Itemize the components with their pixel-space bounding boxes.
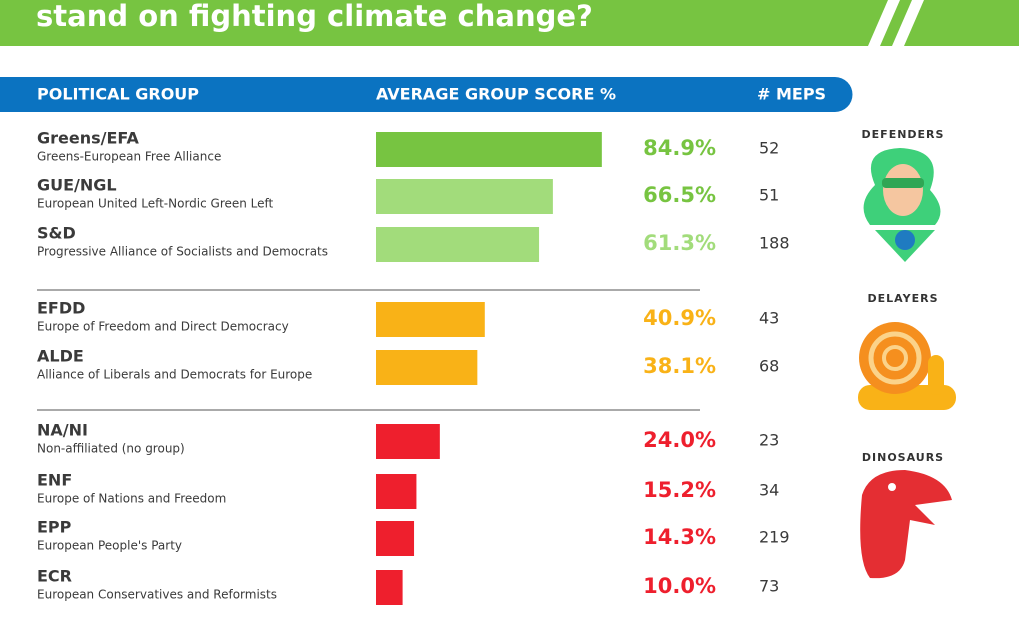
title: stand on fighting climate change? — [36, 0, 593, 33]
bar — [376, 227, 540, 262]
score-label: 38.1% — [643, 354, 716, 378]
header-bar — [0, 77, 853, 112]
score-label: 15.2% — [643, 478, 716, 502]
score-label: 14.3% — [643, 525, 716, 549]
meps: 34 — [759, 481, 779, 500]
group-label: DELAYERS — [868, 292, 939, 305]
group-description: Progressive Alliance of Socialists and D… — [37, 245, 328, 259]
stripe — [868, 0, 900, 46]
score-label: 66.5% — [643, 183, 716, 207]
meps: 23 — [759, 431, 779, 450]
score-label: 84.9% — [643, 136, 716, 160]
group-description: European Conservatives and Reformists — [37, 588, 277, 602]
bar — [376, 132, 602, 167]
group-name: NA/NI — [37, 421, 88, 440]
dinosaur-icon — [860, 470, 952, 579]
score-label: 24.0% — [643, 428, 716, 452]
bar — [376, 424, 440, 459]
group-name: GUE/NGL — [37, 176, 117, 195]
score-label: 10.0% — [643, 574, 716, 598]
group-description: Greens-European Free Alliance — [37, 150, 221, 164]
meps: 51 — [759, 186, 779, 205]
meps: 52 — [759, 139, 779, 158]
bar — [376, 474, 417, 509]
column-header: # MEPS — [757, 85, 826, 104]
group-label: DINOSAURS — [862, 451, 944, 464]
group-description: European United Left-Nordic Green Left — [37, 197, 274, 211]
group-name: S&D — [37, 224, 76, 243]
group-name: Greens/EFA — [37, 129, 140, 148]
bar — [376, 302, 485, 337]
group-description: Europe of Freedom and Direct Democracy — [37, 320, 289, 334]
stripe — [892, 0, 924, 46]
group-description: Alliance of Liberals and Democrats for E… — [37, 368, 312, 382]
meps: 73 — [759, 577, 779, 596]
score-label: 40.9% — [643, 306, 716, 330]
bar — [376, 521, 415, 556]
defender-icon — [863, 148, 941, 262]
meps: 188 — [759, 234, 790, 253]
group-name: ENF — [37, 471, 72, 490]
group-description: Europe of Nations and Freedom — [37, 492, 226, 506]
title-banner — [0, 0, 1019, 46]
group-description: European People's Party — [37, 539, 182, 553]
bar — [376, 179, 553, 214]
group-name: ALDE — [37, 347, 84, 366]
bar — [376, 350, 478, 385]
column-header: POLITICAL GROUP — [37, 85, 199, 104]
group-description: Non-affiliated (no group) — [37, 442, 185, 456]
column-header: AVERAGE GROUP SCORE % — [376, 85, 616, 104]
group-name: EFDD — [37, 299, 85, 318]
group-name: EPP — [37, 518, 72, 537]
group-name: ECR — [37, 567, 72, 586]
meps: 43 — [759, 309, 779, 328]
group-label: DEFENDERS — [862, 128, 945, 141]
meps: 68 — [759, 357, 779, 376]
delayer-icon — [858, 322, 956, 410]
meps: 219 — [759, 528, 790, 547]
score-label: 61.3% — [643, 231, 716, 255]
bar — [376, 570, 403, 605]
